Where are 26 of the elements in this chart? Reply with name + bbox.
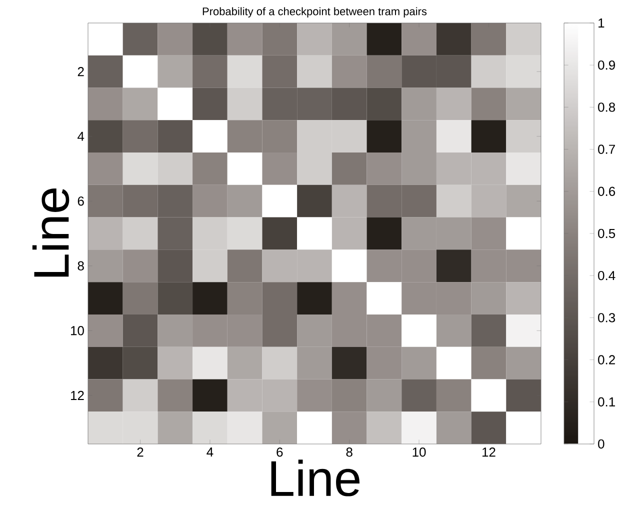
y-tick-label: 12 (70, 390, 84, 400)
color-bar-label: 0.2 (598, 355, 615, 364)
color-bar-label: 0.4 (598, 270, 616, 280)
color-bar-label: 0.7 (598, 144, 615, 154)
y-tick-label: 4 (78, 132, 84, 141)
x-tick-label: 10 (412, 448, 426, 457)
color-bar-label: 0.8 (598, 102, 616, 112)
color-bar-label: 0.3 (598, 313, 616, 322)
chart-title: Probability of a checkpoint between tram pairs (202, 7, 427, 18)
x-tick-label: 6 (276, 448, 283, 457)
y-tick-label: 10 (70, 326, 84, 336)
color-bar-label: 0 (598, 439, 604, 449)
y-tick-label: 6 (78, 196, 84, 206)
x-axis-title: Line (271, 460, 360, 496)
color-bar-label: 0.1 (598, 397, 615, 406)
x-tick-label: 2 (137, 448, 144, 457)
x-tick-label: 4 (206, 448, 214, 456)
color-bar-label: 0.6 (598, 186, 616, 196)
color-bar-label: 1 (598, 18, 604, 28)
x-tick-label: 8 (346, 448, 352, 457)
y-tick-label: 2 (78, 67, 84, 76)
color-bar-label: 0.9 (598, 60, 615, 70)
color-bar-label: 0.5 (598, 228, 616, 238)
y-axis-title: Line (32, 188, 70, 277)
x-tick-label: 12 (482, 448, 496, 457)
y-tick-label: 8 (78, 261, 84, 270)
